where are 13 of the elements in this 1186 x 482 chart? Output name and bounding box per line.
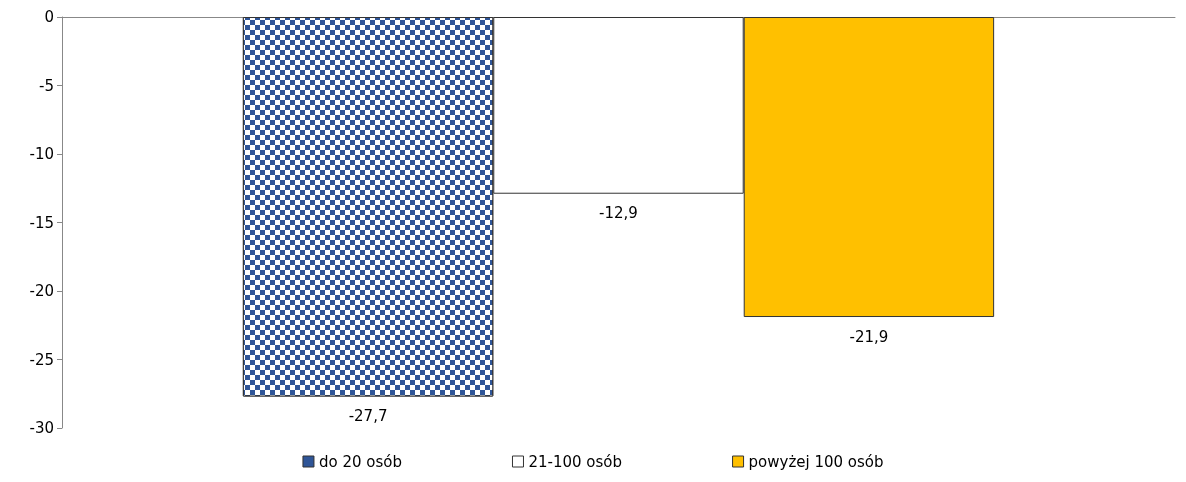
legend-label: 21-100 osób	[528, 452, 623, 471]
y-tick-label: -10	[29, 145, 54, 163]
y-tick-label: -5	[39, 76, 54, 95]
y-tick-label: -25	[29, 350, 54, 369]
legend-label: do 20 osób	[318, 452, 402, 471]
y-tick-label: -15	[29, 213, 54, 232]
y-tick-label: -20	[29, 282, 54, 300]
y-tick-label: 0	[44, 8, 54, 26]
legend-label: powyżej 100 osób	[748, 452, 884, 471]
data-label: -27,7	[348, 406, 388, 425]
y-tick-label: -30	[29, 419, 54, 437]
data-label: -12,9	[599, 204, 638, 223]
data-label: -21,9	[849, 327, 889, 346]
